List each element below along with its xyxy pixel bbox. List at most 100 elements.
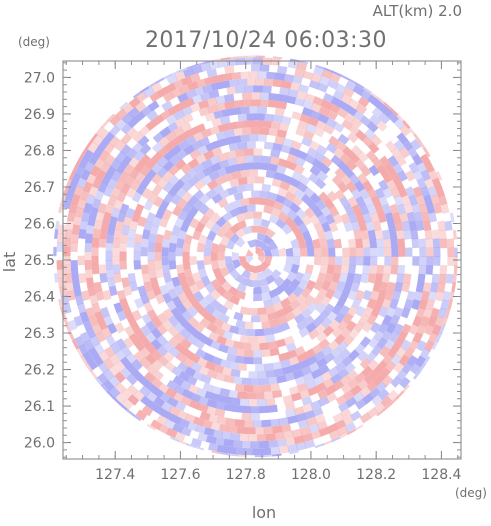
heatmap-cell — [329, 72, 341, 83]
heatmap-cell — [174, 384, 186, 396]
heatmap-cell — [342, 256, 350, 266]
heatmap-cell — [147, 100, 160, 112]
heatmap-cell — [301, 287, 312, 299]
heatmap-cell — [375, 381, 388, 393]
heatmap-cell — [140, 395, 152, 407]
heatmap-cell — [317, 82, 329, 93]
heatmap-cell — [320, 99, 333, 110]
heatmap-cell — [203, 352, 215, 363]
heatmap-cell — [250, 413, 260, 421]
heatmap-cell — [244, 148, 254, 156]
heatmap-cell — [242, 278, 253, 287]
heatmap-cell — [66, 211, 76, 222]
heatmap-cell — [216, 167, 228, 178]
heatmap-cell — [294, 313, 306, 325]
heatmap-cell — [389, 314, 401, 326]
heatmap-cell — [105, 334, 116, 347]
heatmap-cell — [356, 247, 364, 257]
heatmap-cell — [229, 232, 240, 244]
heatmap-cell — [275, 308, 286, 319]
heatmap-cell — [416, 177, 427, 190]
heatmap-cell — [89, 165, 101, 177]
heatmap-cell — [193, 416, 205, 427]
heatmap-cell — [296, 90, 308, 100]
heatmap-cell — [140, 264, 149, 275]
heatmap-cell — [177, 229, 187, 241]
heatmap-cell — [127, 394, 140, 406]
heatmap-cell — [108, 285, 118, 297]
heatmap-cell — [163, 351, 175, 363]
heatmap-cell — [343, 334, 355, 347]
heatmap-cell — [120, 144, 132, 156]
heatmap-cell — [357, 96, 370, 108]
heatmap-cell — [285, 408, 296, 418]
heatmap-cell — [230, 368, 241, 378]
heatmap-cell — [339, 196, 351, 208]
heatmap-cell — [152, 73, 165, 84]
heatmap-cell — [408, 323, 419, 336]
heatmap-cell — [239, 71, 250, 79]
heatmap-cell — [393, 139, 405, 152]
heatmap-cell — [373, 329, 385, 342]
heatmap-cell — [424, 161, 435, 173]
heatmap-cell — [325, 384, 337, 396]
heatmap-cell — [262, 85, 272, 94]
heatmap-cell — [204, 112, 216, 122]
heatmap-cell — [261, 155, 272, 164]
heatmap-cell — [363, 195, 374, 208]
heatmap-cell — [184, 366, 196, 377]
heatmap-cell — [307, 116, 319, 127]
heatmap-cell — [156, 345, 169, 357]
heatmap-cell — [251, 162, 261, 170]
heatmap-cell — [244, 155, 254, 163]
heatmap-cell — [157, 156, 169, 168]
heatmap-cell — [94, 157, 105, 170]
heatmap-cell — [317, 389, 329, 400]
heatmap-cell — [215, 285, 227, 297]
heatmap-cell — [121, 224, 130, 236]
heatmap-cell — [112, 255, 120, 266]
heatmap-cell — [399, 124, 411, 137]
heatmap-cell — [278, 445, 289, 454]
x-tick-label: 127.8 — [226, 467, 266, 483]
heatmap-cell — [189, 102, 201, 113]
heatmap-cell — [313, 256, 322, 266]
heatmap-cell — [215, 131, 227, 141]
heatmap-cell — [293, 435, 305, 445]
heatmap-cell — [239, 106, 250, 115]
y-tick-label: 26.1 — [24, 399, 55, 415]
heatmap-cell — [431, 229, 440, 240]
heatmap-cell — [145, 363, 158, 375]
heatmap-cell — [74, 335, 85, 348]
heatmap-cell — [102, 211, 112, 223]
heatmap-cell — [362, 321, 373, 333]
heatmap-cell — [134, 328, 146, 341]
heatmap-cell — [121, 112, 133, 124]
heatmap-cell — [282, 365, 294, 375]
heatmap-cell — [151, 359, 163, 371]
heatmap-cell — [328, 256, 336, 266]
heatmap-cell — [206, 322, 218, 334]
heatmap-cell — [302, 230, 312, 241]
heatmap-cell — [368, 164, 380, 177]
heatmap-cell — [217, 197, 229, 209]
heatmap-cell — [221, 431, 232, 440]
heatmap-cell — [354, 321, 365, 333]
heatmap-cell — [78, 228, 87, 239]
heatmap-cell — [257, 370, 267, 379]
heatmap-cell — [85, 327, 97, 339]
heatmap-cell — [212, 184, 224, 195]
heatmap-cell — [274, 72, 286, 81]
heatmap-cell — [328, 280, 339, 292]
heatmap-cell — [278, 122, 290, 132]
heatmap-cell — [334, 189, 346, 201]
heatmap-cell — [103, 357, 115, 370]
heatmap-cell — [226, 157, 238, 167]
heatmap-cell — [272, 425, 283, 434]
heatmap-cell — [410, 362, 422, 375]
heatmap-cell — [261, 320, 272, 330]
heatmap-cell — [259, 99, 270, 107]
heatmap-cell — [187, 81, 199, 91]
heatmap-cell — [88, 153, 100, 166]
heatmap-cell — [310, 368, 323, 380]
